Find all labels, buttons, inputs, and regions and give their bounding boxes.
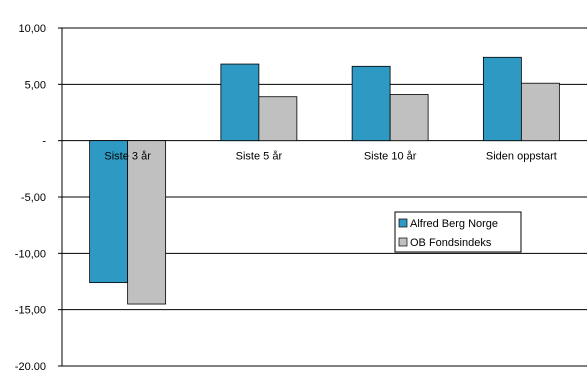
y-tick-labels: 10,00 5,00 - -5,00 -10,00 -15,00 -20.00 <box>15 23 47 370</box>
bar-ob-fondsindeks-3 <box>520 82 560 142</box>
category-label: Siste 10 år <box>364 151 417 163</box>
y-tick-label: -15,00 <box>15 305 46 317</box>
y-tick-label: 10,00 <box>18 23 46 35</box>
legend-label-ob-fondsindeks: OB Fondsindeks <box>410 237 492 249</box>
category-labels: Siste 3 år Siste 5 år Siste 10 år Siden opp… <box>104 151 556 163</box>
category-label: Siste 5 år <box>236 151 283 163</box>
legend-box <box>394 211 522 253</box>
axes <box>58 27 63 367</box>
legend-label-alfred-berg: Alfred Berg Norge <box>410 218 498 230</box>
y-tick-label: - <box>42 136 46 148</box>
bar-alfred-berg-1 <box>220 63 260 142</box>
bar-ob-fondsindeks-1 <box>258 96 298 142</box>
category-label: Siste 3 år <box>104 151 151 163</box>
y-tick-label: 5,00 <box>25 79 46 91</box>
y-tick-label: -20.00 <box>15 361 46 370</box>
bar-alfred-berg-3 <box>482 56 522 142</box>
legend: Alfred Berg Norge OB Fondsindeks <box>394 211 522 253</box>
bar-ob-fondsindeks-2 <box>389 94 429 142</box>
y-tick-label: -5,00 <box>21 192 46 204</box>
bar-alfred-berg-2 <box>351 65 391 142</box>
legend-swatch-ob-fondsindeks <box>398 237 408 247</box>
bar-ob-fondsindeks-0 <box>127 140 167 305</box>
y-tick-label: -10,00 <box>15 248 46 260</box>
bar-alfred-berg-0 <box>89 140 129 284</box>
category-label: Siden oppstart <box>486 151 557 163</box>
legend-swatch-alfred-berg <box>398 218 408 228</box>
bars <box>89 56 560 305</box>
